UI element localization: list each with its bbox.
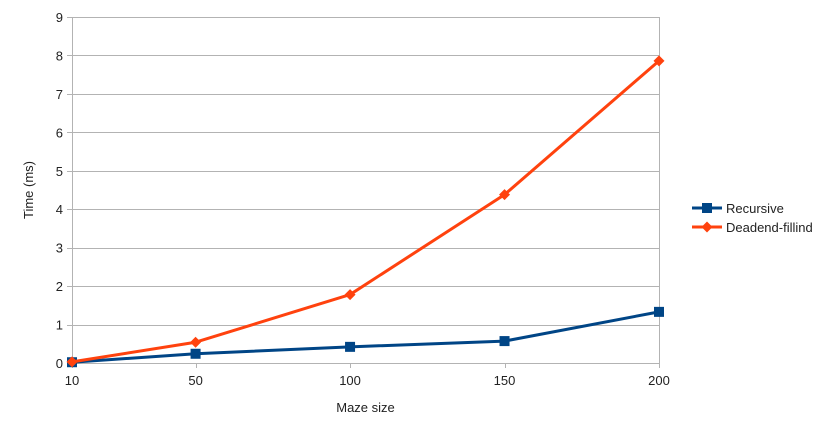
data-point bbox=[499, 336, 510, 347]
y-tick-label: 7 bbox=[56, 87, 63, 102]
data-point bbox=[66, 356, 78, 368]
x-axis-title: Maze size bbox=[336, 400, 395, 415]
data-point bbox=[654, 306, 664, 317]
x-axis-ticks: 10 50 100 150 200 bbox=[65, 363, 670, 388]
legend: Recursive Deadend-fillind bbox=[692, 201, 813, 235]
data-point bbox=[653, 55, 665, 67]
plot-area-frame bbox=[72, 17, 660, 364]
y-tick-label: 8 bbox=[56, 48, 63, 63]
x-tick-label: 150 bbox=[494, 373, 516, 388]
data-point bbox=[499, 189, 511, 201]
gridlines bbox=[72, 17, 659, 364]
y-tick-label: 2 bbox=[56, 279, 63, 294]
x-tick-label: 200 bbox=[648, 373, 670, 388]
x-tick-label: 100 bbox=[339, 373, 361, 388]
series-line bbox=[71, 310, 660, 364]
legend-item: Recursive bbox=[692, 201, 784, 216]
legend-item: Deadend-fillind bbox=[692, 220, 813, 235]
y-tick-label: 1 bbox=[56, 318, 63, 333]
data-point bbox=[345, 341, 356, 352]
series-recursive bbox=[67, 306, 664, 368]
series-line bbox=[71, 59, 660, 364]
legend-marker bbox=[702, 203, 712, 213]
series-layer bbox=[66, 55, 665, 368]
data-point bbox=[190, 336, 202, 348]
data-point bbox=[190, 348, 201, 359]
y-tick-label: 6 bbox=[56, 125, 63, 140]
data-point bbox=[344, 289, 356, 301]
series-deadend-fillind bbox=[66, 55, 665, 368]
x-tick-label: 10 bbox=[65, 373, 79, 388]
legend-label: Recursive bbox=[726, 201, 784, 216]
y-tick-label: 0 bbox=[56, 356, 63, 371]
legend-marker bbox=[701, 221, 713, 233]
y-tick-label: 4 bbox=[56, 202, 63, 217]
y-tick-label: 5 bbox=[56, 164, 63, 179]
y-axis-title: Time (ms) bbox=[21, 161, 36, 219]
x-tick-label: 50 bbox=[188, 373, 202, 388]
legend-label: Deadend-fillind bbox=[726, 220, 813, 235]
y-tick-label: 9 bbox=[56, 10, 63, 25]
y-axis-ticks: 0 1 2 3 4 5 6 7 8 9 bbox=[56, 10, 72, 371]
y-tick-label: 3 bbox=[56, 241, 63, 256]
